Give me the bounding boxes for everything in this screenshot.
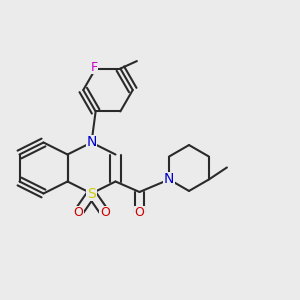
Text: O: O: [135, 206, 144, 220]
Text: O: O: [73, 206, 83, 220]
Text: O: O: [100, 206, 110, 220]
Text: S: S: [87, 187, 96, 200]
Text: N: N: [164, 172, 174, 187]
Text: N: N: [86, 136, 97, 149]
Text: F: F: [91, 61, 98, 74]
